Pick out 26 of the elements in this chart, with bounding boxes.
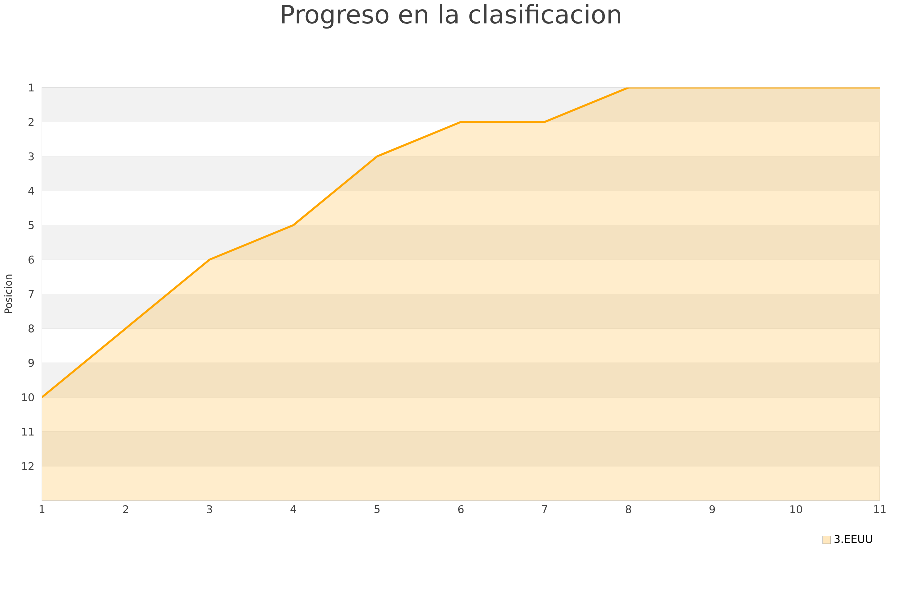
y-tick-label: 2	[28, 118, 34, 126]
x-tick-label: 10	[790, 506, 802, 514]
x-tick-label: 2	[123, 506, 128, 514]
chart-title: Progreso en la clasificacion	[282, 4, 620, 30]
legend-label: 3.EEUU	[834, 535, 872, 544]
y-tick-label: 6	[28, 256, 34, 264]
x-tick-label: 8	[626, 506, 632, 514]
y-tick-label: 10	[22, 394, 34, 402]
y-axis-title: Posicion	[4, 275, 12, 314]
y-tick-label: 7	[28, 290, 34, 298]
x-tick-label: 11	[874, 506, 886, 514]
x-tick-label: 6	[458, 506, 464, 514]
y-tick-label: 3	[28, 152, 34, 161]
x-tick-label: 9	[710, 506, 716, 514]
y-tick-label: 1	[29, 84, 34, 92]
x-tick-label: 1	[40, 506, 45, 514]
y-tick-label: 12	[22, 462, 34, 471]
x-tick-label: 4	[290, 506, 296, 514]
y-tick-label: 5	[28, 222, 34, 230]
x-tick-label: 5	[374, 506, 380, 514]
x-tick-label: 7	[542, 506, 548, 514]
y-tick-label: 4	[28, 187, 34, 196]
y-tick-label: 9	[28, 359, 34, 368]
x-tick-label: 3	[207, 506, 212, 514]
y-tick-label: 11	[22, 428, 34, 436]
y-tick-label: 8	[28, 324, 34, 333]
